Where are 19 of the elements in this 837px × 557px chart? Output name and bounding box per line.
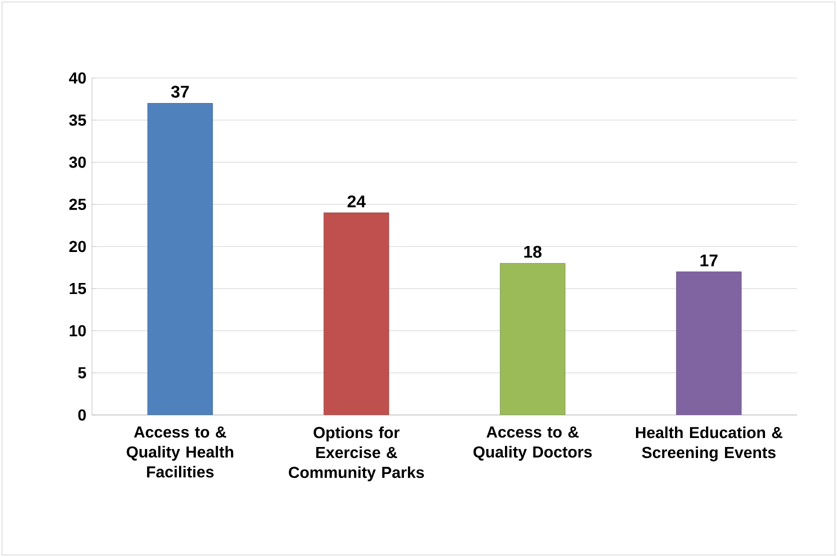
- y-tick-label: 10: [70, 325, 86, 336]
- bar: [676, 272, 742, 415]
- data-label: 18: [524, 246, 542, 258]
- x-tick-label: Options for Exercise & Community Parks: [288, 426, 424, 482]
- y-tick-label: 15: [70, 283, 86, 294]
- x-tick-label: Health Education & Screening Events: [636, 426, 782, 462]
- y-tick-label: 5: [78, 367, 86, 378]
- y-tick-label: 40: [69, 72, 86, 84]
- data-label: 37: [171, 86, 189, 98]
- data-label: 17: [700, 254, 718, 266]
- data-label: 24: [348, 195, 366, 208]
- y-tick-label: 25: [69, 198, 86, 210]
- y-tick-label: 20: [69, 240, 86, 252]
- x-tick-label: Access to & Quality Health Facilities: [126, 426, 234, 478]
- y-tick-label: 0: [78, 409, 86, 421]
- x-tick-label: Access to & Quality Doctors: [474, 426, 592, 461]
- bar: [147, 103, 213, 415]
- y-tick-label: 35: [69, 114, 86, 126]
- y-tick-label: 30: [69, 156, 86, 168]
